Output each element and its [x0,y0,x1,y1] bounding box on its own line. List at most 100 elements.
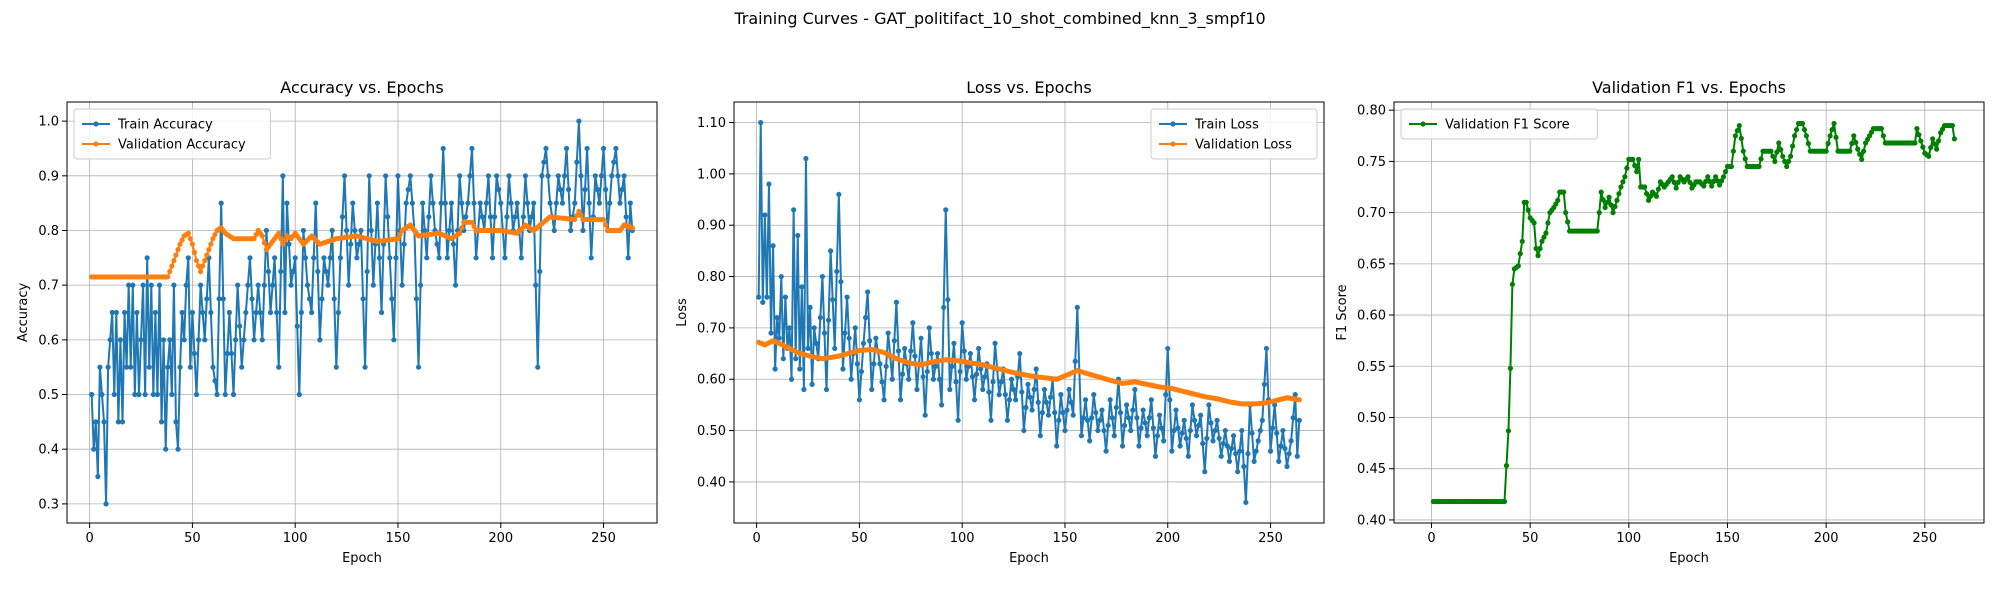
data-point [1177,443,1183,449]
data-point [939,402,945,408]
data-point [477,200,483,206]
y-tick-label: 0.5 [38,388,59,403]
data-point [877,361,883,367]
series-validation-f1-score [1430,120,1957,505]
data-point [932,363,939,370]
data-point [611,159,617,165]
data-point [613,145,619,152]
data-point [395,236,401,242]
data-point [1210,438,1216,444]
data-point [541,159,547,165]
data-point [559,200,566,206]
data-point [171,282,177,288]
data-point [282,237,288,243]
data-point [1101,427,1107,434]
data-point [1505,428,1512,434]
data-point [1703,178,1709,184]
data-point [582,186,588,193]
y-tick-label: 1.00 [697,167,726,182]
data-point [362,364,368,370]
data-point [1286,451,1292,457]
data-point [128,364,134,370]
data-point [969,374,976,380]
data-point [838,279,844,285]
data-point [483,200,489,206]
data-point [132,391,138,398]
data-point [1064,407,1070,413]
data-point [844,294,850,300]
data-point [463,214,469,220]
data-point [943,207,949,213]
data-point [107,337,113,343]
data-point [1150,425,1156,431]
data-point [1043,399,1050,405]
data-point [142,391,148,398]
data-point [1072,358,1078,364]
x-tick-label: 150 [386,531,411,546]
subplot-title: Validation F1 vs. Epochs [1592,78,1786,97]
data-point [237,323,243,329]
data-point [230,391,237,398]
data-point [175,247,181,253]
x-tick-label: 0 [1427,531,1435,546]
data-point [1084,417,1091,423]
data-point [1642,184,1648,190]
data-point [255,282,261,288]
data-point [1243,499,1249,506]
data-point [533,282,539,288]
data-point [1716,182,1723,188]
data-point [183,282,189,288]
data-point [574,159,580,165]
data-point [1537,245,1543,252]
data-point [1274,430,1280,436]
data-point [1278,443,1284,449]
data-point [980,386,986,393]
data-point [417,282,424,288]
data-point [1144,433,1150,439]
data-point [629,225,635,231]
data-point [803,155,809,162]
data-point [788,376,795,382]
data-point [1928,144,1934,151]
data-point [329,227,335,234]
data-point [1239,427,1245,434]
data-point [208,309,214,316]
data-point [1191,417,1198,423]
data-point [805,345,811,352]
x-tick-label: 100 [1616,531,1641,546]
data-point [1045,412,1052,418]
data-point [200,309,206,316]
data-point [191,350,198,357]
data-point [1653,193,1660,199]
data-point [1226,458,1233,464]
data-point [1169,448,1175,454]
data-point [1730,148,1736,154]
data-point [817,315,823,321]
data-point [1095,427,1101,434]
data-point [1616,191,1622,197]
data-point [1078,433,1085,439]
data-point [1608,202,1614,208]
data-point [1645,197,1652,203]
data-point [1707,178,1713,184]
data-point [955,417,961,423]
data-point [770,243,776,249]
data-point [512,214,518,220]
data-point [625,255,631,261]
data-point [212,231,218,238]
data-point [169,263,175,269]
data-point [101,419,107,425]
series-line [757,121,1301,504]
data-point [1080,415,1087,421]
x-tick-label: 100 [283,531,308,546]
data-point [1233,451,1239,457]
data-point [1519,238,1525,244]
data-point [947,386,953,393]
data-point [1181,417,1187,423]
plot-area [67,102,657,523]
data-point [617,200,623,206]
data-point [795,232,801,239]
data-point [627,200,633,206]
data-point [1701,183,1707,189]
data-point [576,118,582,124]
